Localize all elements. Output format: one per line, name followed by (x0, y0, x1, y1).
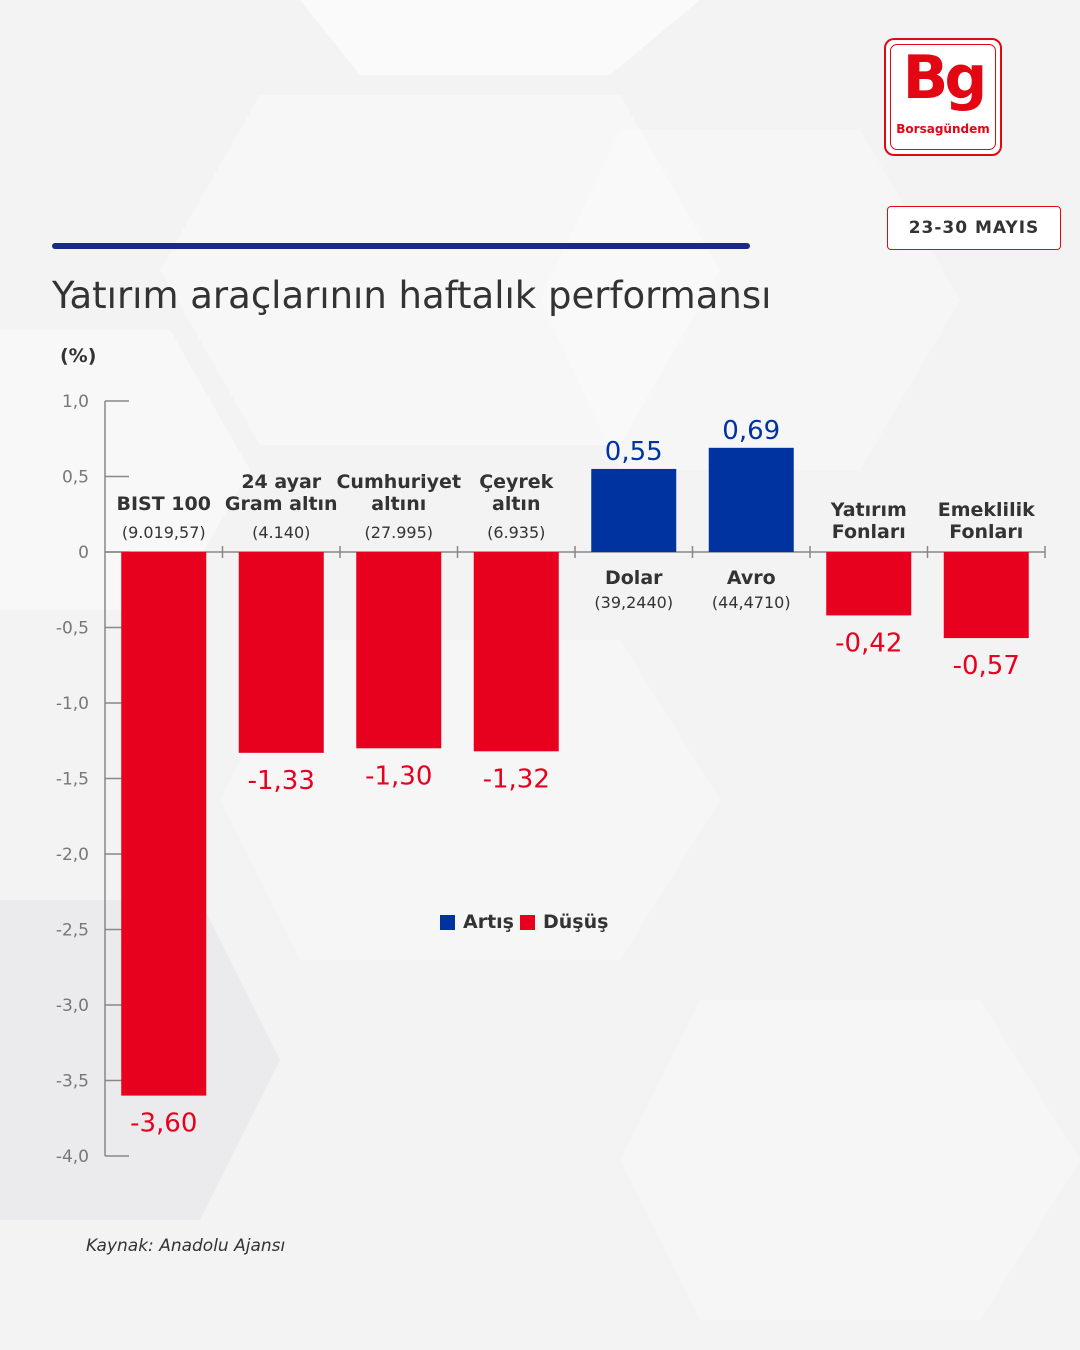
category-label: Yatırım (830, 499, 907, 521)
y-tick-label: -3,5 (56, 1072, 89, 1092)
y-tick-label: 0,5 (62, 468, 89, 488)
bar (121, 552, 207, 1096)
legend: Artış Düşüş (440, 908, 614, 936)
category-label: altını (371, 493, 426, 515)
bar-value-label: -1,33 (248, 766, 315, 796)
category-label: Dolar (605, 567, 663, 589)
unit-label: (%) (60, 345, 97, 367)
category-sublabel: (9.019,57) (122, 523, 206, 542)
category-label: altın (492, 493, 540, 515)
y-tick-label: 1,0 (62, 392, 89, 412)
category-sublabel: (39,2440) (594, 593, 673, 612)
bar-value-label: -1,32 (483, 764, 550, 794)
logo-frame (890, 44, 996, 150)
date-badge: 23-30 MAYIS (887, 206, 1061, 250)
category-label: Gram altın (225, 493, 338, 515)
category-label: Fonları (832, 521, 906, 543)
bar (238, 552, 324, 753)
y-tick-label: -3,0 (56, 996, 89, 1016)
y-tick-label: 0 (78, 543, 89, 563)
bar (473, 552, 559, 752)
brand-logo: Bg Borsagündem (884, 38, 1002, 156)
legend-label-increase: Artış (463, 911, 514, 933)
bar-value-label: -1,30 (365, 761, 432, 791)
y-tick-label: -1,5 (56, 770, 89, 790)
category-label: Avro (727, 567, 776, 589)
category-label: Fonları (949, 521, 1023, 543)
legend-item-increase: Artış (440, 911, 514, 933)
bar (943, 552, 1029, 639)
legend-swatch-decrease (519, 914, 535, 930)
y-tick-label: -1,0 (56, 694, 89, 714)
logo-name: Borsagündem (896, 122, 990, 136)
legend-swatch-increase (440, 914, 455, 930)
title-accent-line (52, 243, 750, 249)
y-tick-label: -0,5 (56, 619, 89, 639)
category-sublabel: (44,4710) (712, 593, 791, 612)
bar-value-label: 0,55 (605, 437, 663, 467)
bar (591, 468, 677, 552)
category-label: Cumhuriyet (336, 471, 461, 493)
category-label: Emeklilik (938, 499, 1035, 521)
bar-value-label: 0,69 (722, 416, 780, 446)
legend-label-decrease: Düşüş (542, 911, 609, 933)
bar-value-label: -0,42 (835, 628, 902, 658)
legend-item-decrease: Düşüş (519, 911, 609, 933)
category-sublabel: (4.140) (252, 523, 310, 542)
y-tick-label: -4,0 (56, 1147, 89, 1167)
y-tick-label: -2,5 (56, 921, 89, 941)
category-label: BIST 100 (117, 493, 211, 515)
category-label: Çeyrek (479, 471, 553, 493)
bar-value-label: -0,57 (953, 651, 1020, 681)
source-note: Kaynak: Anadolu Ajansı (86, 1236, 286, 1256)
bar (708, 447, 794, 552)
bar-value-label: -3,60 (130, 1109, 197, 1139)
category-sublabel: (6.935) (487, 523, 545, 542)
category-label: 24 ayar (241, 471, 321, 493)
bar (356, 552, 442, 749)
y-tick-label: -2,0 (56, 845, 89, 865)
bar (826, 552, 912, 616)
logo-mark: Bg (902, 43, 988, 113)
category-sublabel: (27.995) (365, 523, 433, 542)
chart-title: Yatırım araçlarının haftalık performansı (52, 274, 772, 317)
